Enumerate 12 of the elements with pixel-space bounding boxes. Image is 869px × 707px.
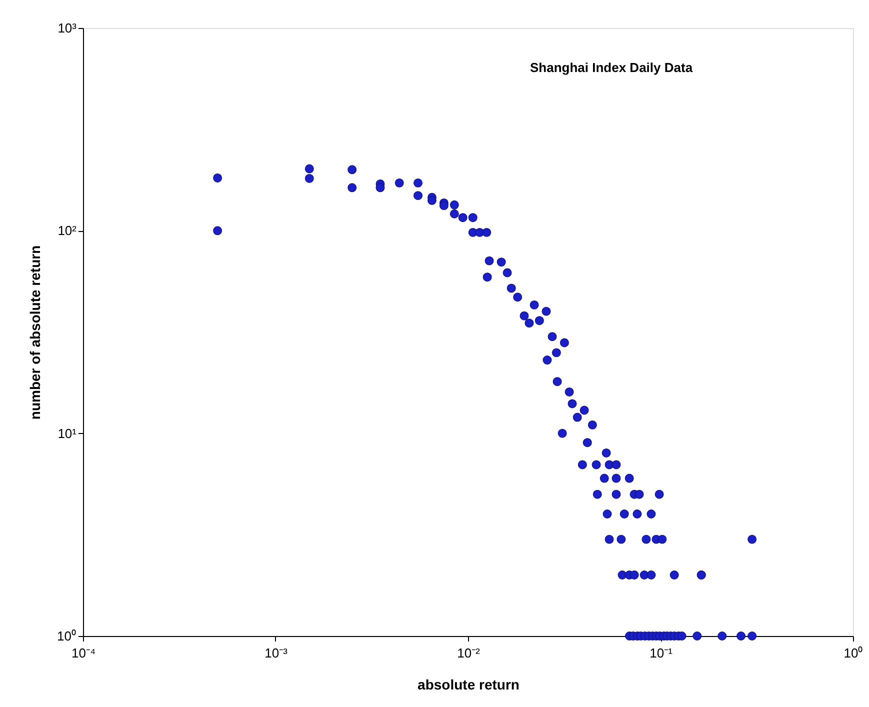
- x-tick-label: 10⁻⁴: [71, 646, 96, 660]
- x-tick-label: 10⁻²: [457, 646, 481, 660]
- x-axis-title: absolute return: [418, 676, 520, 692]
- y-tick-label: 10²: [58, 223, 78, 238]
- y-tick-label: 10⁰: [57, 628, 76, 644]
- x-tick-label: 10⁻³: [264, 646, 288, 660]
- y-tick-label: 10³: [58, 20, 78, 36]
- y-tick-label: 10¹: [58, 426, 78, 441]
- x-tick-label: 10⁰: [844, 646, 864, 660]
- y-axis-title: number of absolute return: [27, 245, 44, 420]
- annotation: Shanghai Index Daily Data: [530, 60, 694, 75]
- x-tick-label: 10⁻¹: [650, 646, 674, 660]
